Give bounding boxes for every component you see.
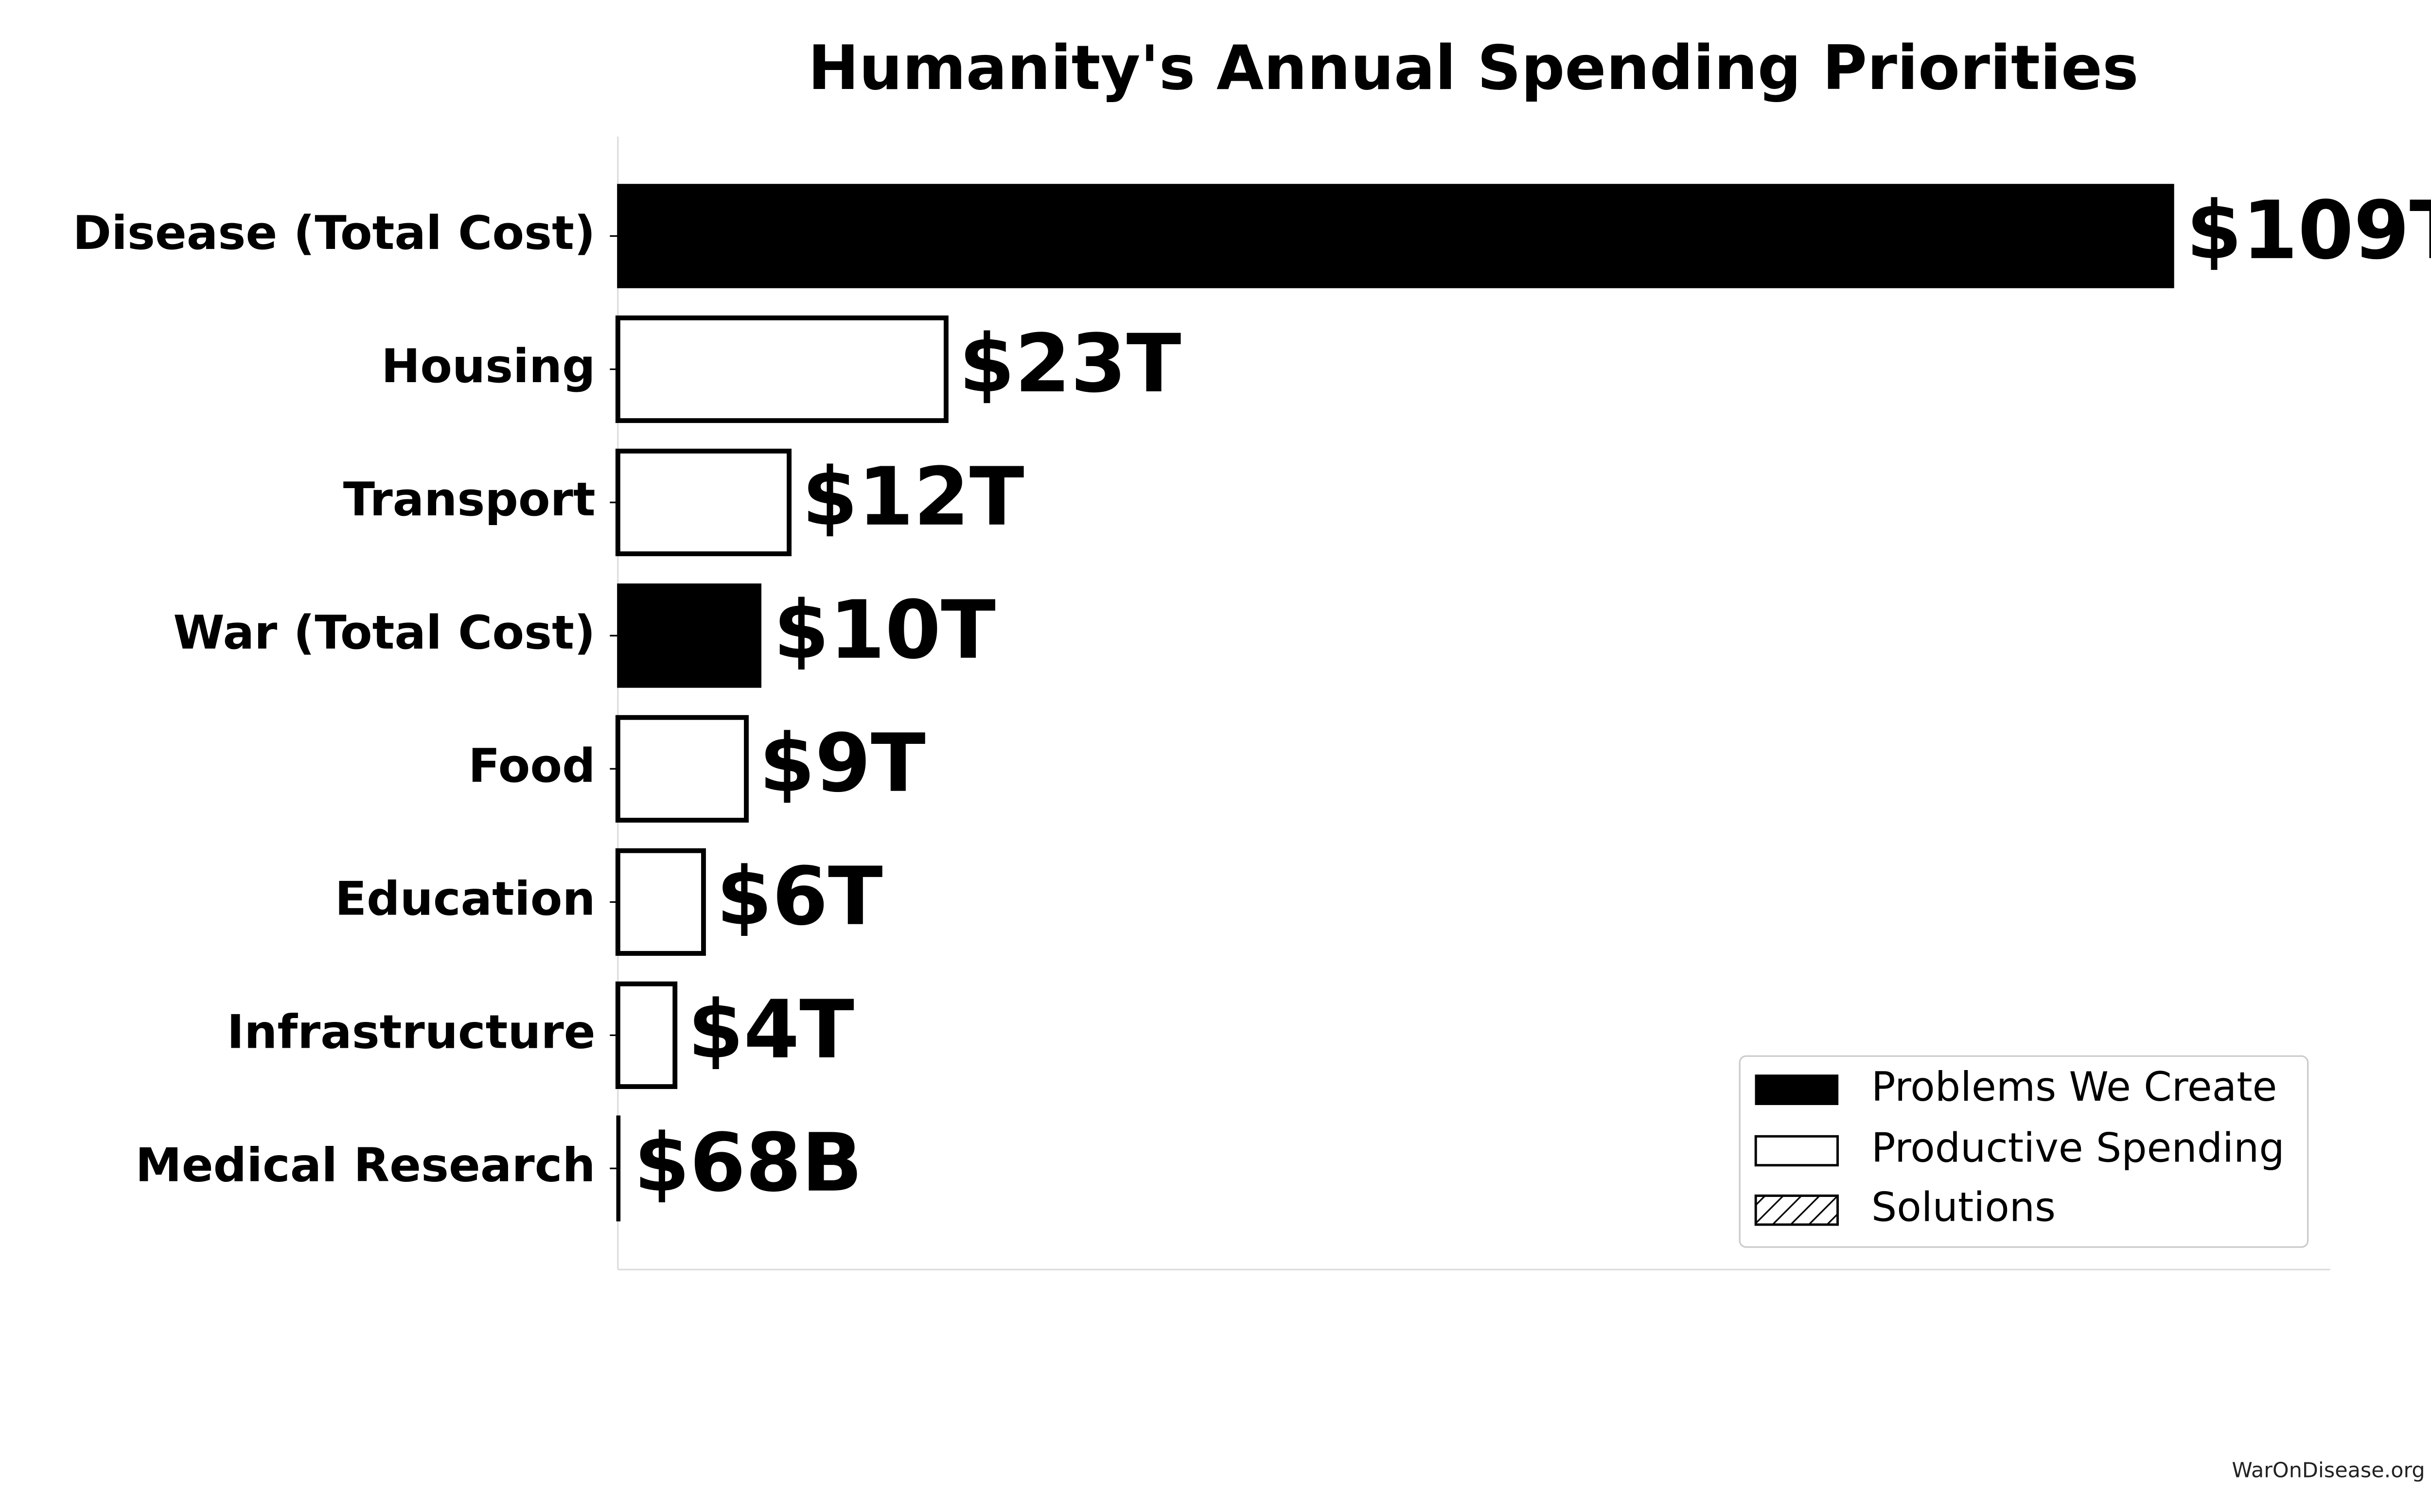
- bar: [615, 848, 706, 956]
- value-label: $6T: [716, 850, 882, 943]
- y-tick-label: War (Total Cost): [173, 605, 595, 660]
- bar: [615, 315, 949, 423]
- y-tick-label: Medical Research: [135, 1138, 595, 1193]
- value-label: $12T: [802, 450, 1024, 544]
- legend-label: Productive Spending: [1871, 1125, 2285, 1171]
- value-label: $4T: [688, 983, 854, 1076]
- legend-label: Solutions: [1871, 1184, 2056, 1231]
- y-tick-label: Education: [335, 872, 596, 926]
- footer: WarOnDisease.org: [2232, 1459, 2425, 1483]
- bar: [615, 448, 792, 557]
- legend-label: Problems We Create: [1871, 1064, 2277, 1110]
- y-tick-label: Infrastructure: [227, 1005, 596, 1059]
- chart-title: Humanity's Annual Spending Priorities: [808, 33, 2139, 104]
- legend-box: [1739, 1055, 2309, 1248]
- bar: [616, 1115, 621, 1222]
- y-tick-label: Food: [468, 738, 596, 793]
- value-label: $9T: [759, 717, 925, 810]
- value-label: $68B: [634, 1116, 863, 1210]
- y-tick-label: Disease (Total Cost): [73, 206, 596, 260]
- bar: [615, 981, 678, 1089]
- legend-swatch: [1754, 1135, 1839, 1167]
- y-tick-label: Housing: [381, 339, 595, 393]
- legend-swatch: [1754, 1194, 1839, 1226]
- bar: [617, 184, 2174, 288]
- bar: [617, 583, 762, 688]
- value-label: $109T: [2186, 184, 2431, 277]
- value-label: $23T: [959, 317, 1181, 410]
- legend-swatch: [1755, 1074, 1839, 1105]
- y-tick-label: Transport: [343, 472, 596, 527]
- bar: [615, 715, 749, 823]
- value-label: $10T: [774, 583, 996, 677]
